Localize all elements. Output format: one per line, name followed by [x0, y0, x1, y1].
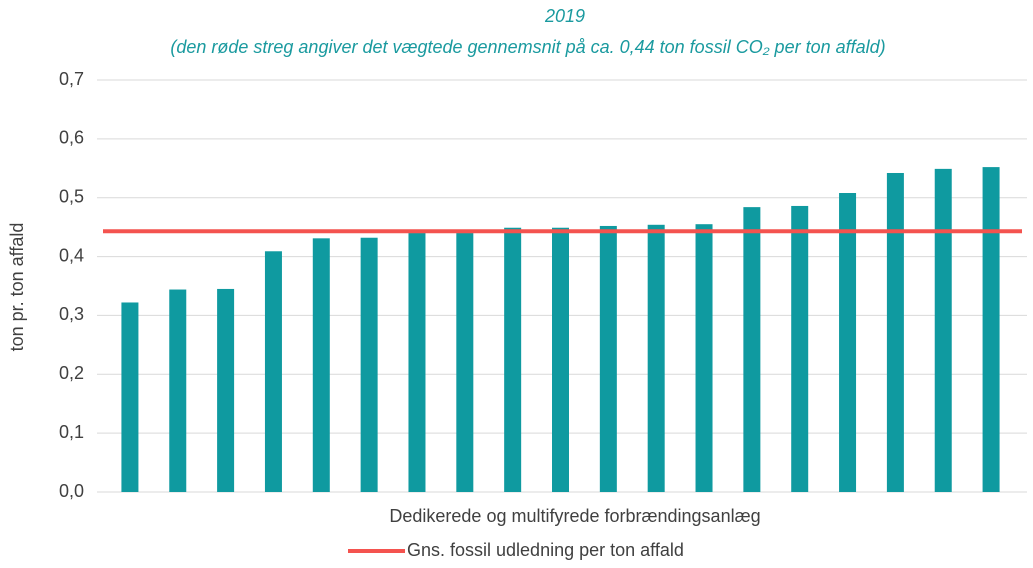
- bar: [504, 227, 522, 492]
- y-tick-label: 0,6: [59, 128, 84, 148]
- bar: [217, 288, 235, 492]
- bar: [312, 238, 330, 492]
- bar: [791, 205, 809, 492]
- bar: [695, 224, 713, 492]
- bar: [886, 172, 904, 492]
- y-tick-label: 0,4: [59, 245, 84, 265]
- bar: [743, 207, 761, 493]
- bar: [408, 233, 426, 492]
- bar: [599, 225, 617, 493]
- bar: [839, 193, 857, 492]
- bar: [552, 227, 569, 492]
- y-axis-label: ton pr. ton affald: [7, 223, 27, 352]
- bar: [982, 167, 1000, 492]
- bar: [934, 168, 952, 493]
- y-tick-label: 0,2: [59, 363, 84, 383]
- bar: [647, 224, 665, 492]
- bar: [169, 289, 187, 492]
- y-tick-label: 0,1: [59, 422, 84, 442]
- chart-subtitle: (den røde streg angiver det vægtede genn…: [170, 37, 885, 57]
- x-axis-label: Dedikerede og multifyrede forbrændingsan…: [389, 506, 760, 526]
- legend-label: Gns. fossil udledning per ton affald: [407, 540, 684, 560]
- y-tick-label: 0,5: [59, 186, 84, 206]
- bar: [456, 233, 474, 492]
- y-tick-label: 0,0: [59, 481, 84, 501]
- bar: [121, 302, 139, 492]
- y-tick-label: 0,3: [59, 304, 84, 324]
- bar: [360, 237, 378, 492]
- chart-title: 2019: [544, 6, 585, 26]
- y-tick-label: 0,7: [59, 69, 84, 89]
- bar: [264, 251, 282, 492]
